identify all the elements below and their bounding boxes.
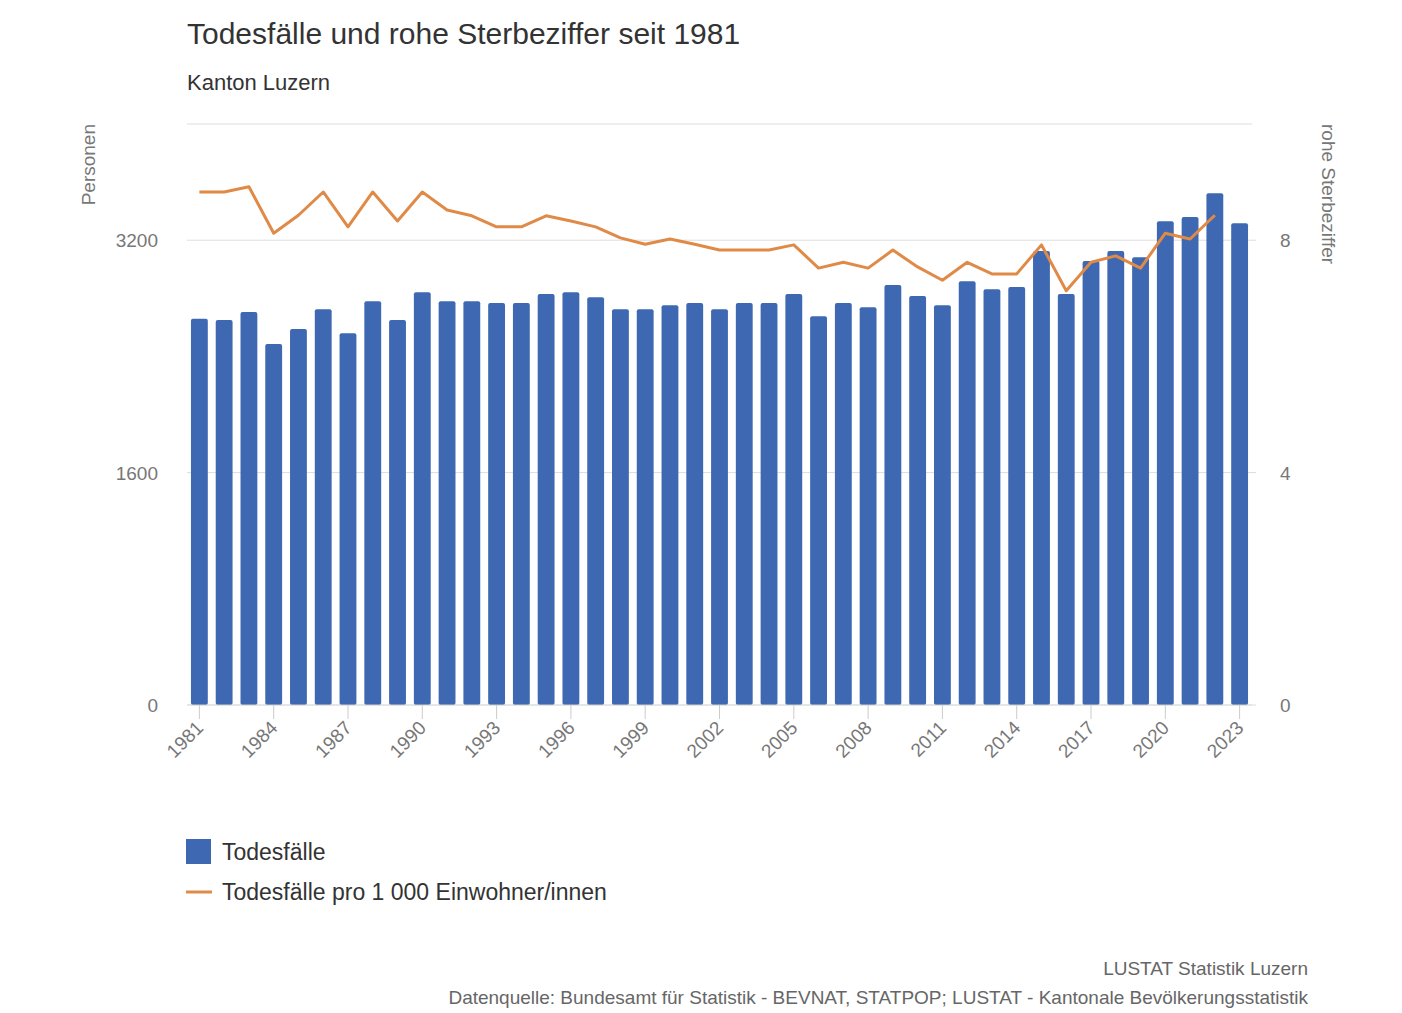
bar bbox=[686, 303, 703, 705]
bar bbox=[488, 303, 505, 705]
y2-tick-label: 8 bbox=[1280, 230, 1291, 251]
bar bbox=[1157, 221, 1174, 705]
chart: Todesfälle und rohe Sterbeziffer seit 19… bbox=[0, 0, 1402, 1013]
x-tick bbox=[719, 705, 720, 719]
bar bbox=[290, 329, 307, 705]
line bbox=[199, 187, 1214, 291]
x-tick bbox=[422, 705, 423, 719]
bar bbox=[810, 316, 827, 705]
legend-swatch bbox=[186, 839, 211, 864]
x-tick-label: 1993 bbox=[460, 717, 505, 762]
bar bbox=[1132, 257, 1149, 705]
x-tick-label: 2011 bbox=[906, 717, 950, 761]
x-tick-label: 1984 bbox=[237, 717, 282, 762]
legend: Todesfälle Todesfälle pro 1 000 Einwohner… bbox=[186, 839, 607, 905]
bar bbox=[761, 303, 778, 705]
bar bbox=[736, 303, 753, 705]
bar bbox=[1083, 261, 1100, 705]
y-tick-label: 3200 bbox=[116, 230, 158, 251]
x-tick bbox=[273, 705, 274, 719]
bar bbox=[414, 292, 431, 705]
x-tick-label: 2002 bbox=[683, 717, 728, 762]
bar bbox=[1107, 251, 1124, 705]
source: Datenquelle: Bundesamt für Statistik - B… bbox=[448, 987, 1308, 1008]
bar bbox=[463, 301, 480, 705]
x-tick bbox=[868, 705, 869, 719]
legend-label: Todesfälle bbox=[222, 839, 326, 865]
x-tick bbox=[199, 705, 200, 719]
bar bbox=[265, 344, 282, 705]
bar bbox=[884, 285, 901, 705]
source: LUSTAT Statistik Luzern bbox=[1103, 958, 1308, 979]
y2-tick bbox=[1252, 472, 1256, 473]
bar bbox=[587, 297, 604, 705]
y-axis-title: Personen bbox=[78, 124, 99, 205]
y2-axis-title: rohe Sterbeziffer bbox=[1318, 124, 1339, 265]
y-tick-label: 0 bbox=[147, 695, 158, 716]
bar bbox=[835, 303, 852, 705]
bar bbox=[538, 294, 555, 705]
bar bbox=[662, 305, 679, 705]
x-tick-label: 1990 bbox=[385, 717, 430, 762]
x-tick bbox=[1016, 705, 1017, 719]
marks bbox=[191, 187, 1248, 705]
bar bbox=[562, 292, 579, 705]
x-tick-label: 2020 bbox=[1128, 717, 1173, 762]
bar bbox=[439, 301, 456, 705]
bar bbox=[315, 309, 332, 705]
bar bbox=[1033, 251, 1050, 705]
x-tick bbox=[645, 705, 646, 719]
bar bbox=[637, 309, 654, 705]
bar bbox=[1206, 193, 1223, 705]
frame-top bbox=[187, 124, 1252, 125]
x-tick-label: 2008 bbox=[831, 717, 876, 762]
x-tick bbox=[793, 705, 794, 719]
x-tick-label: 1996 bbox=[534, 717, 579, 762]
x-tick-label: 2014 bbox=[980, 717, 1025, 762]
grid-line bbox=[187, 240, 1252, 241]
x-tick bbox=[347, 705, 348, 719]
bar bbox=[513, 303, 530, 705]
y-tick-label: 1600 bbox=[116, 463, 158, 484]
x-tick bbox=[496, 705, 497, 719]
bar bbox=[216, 320, 233, 705]
bar bbox=[240, 312, 257, 705]
bar bbox=[1182, 217, 1199, 705]
legend-label: Todesfälle pro 1 000 Einwohner/innen bbox=[222, 879, 607, 905]
subtitle: Kanton Luzern bbox=[187, 70, 330, 95]
bar bbox=[934, 305, 951, 705]
bar bbox=[1008, 287, 1025, 705]
bar bbox=[364, 301, 381, 705]
bar bbox=[959, 281, 976, 705]
x-tick bbox=[570, 705, 571, 719]
x-tick-label: 2017 bbox=[1054, 717, 1099, 762]
x-tick-label: 2005 bbox=[757, 717, 802, 762]
bar bbox=[340, 333, 357, 705]
x-tick bbox=[942, 705, 943, 719]
bar bbox=[389, 320, 406, 705]
bar bbox=[191, 319, 208, 705]
legend-swatch bbox=[186, 891, 212, 894]
y2-tick bbox=[1252, 240, 1256, 241]
bar bbox=[984, 289, 1001, 705]
x-tick bbox=[1239, 705, 1240, 719]
y2-tick-label: 4 bbox=[1280, 463, 1291, 484]
bar bbox=[1058, 294, 1075, 705]
x-tick-label: 2023 bbox=[1203, 717, 1248, 762]
x-tick-label: 1999 bbox=[608, 717, 653, 762]
title: Todesfälle und rohe Sterbeziffer seit 19… bbox=[187, 17, 740, 50]
bar bbox=[711, 309, 728, 705]
y2-tick-label: 0 bbox=[1280, 695, 1291, 716]
bar bbox=[909, 296, 926, 705]
bar bbox=[612, 309, 629, 705]
x-tick-label: 1987 bbox=[311, 717, 356, 762]
bar bbox=[785, 294, 802, 705]
x-tick bbox=[1091, 705, 1092, 719]
y2-tick bbox=[1252, 705, 1256, 706]
bar bbox=[860, 307, 877, 705]
x-tick bbox=[1165, 705, 1166, 719]
bar bbox=[1231, 223, 1248, 705]
x-tick-label: 1981 bbox=[162, 717, 207, 762]
